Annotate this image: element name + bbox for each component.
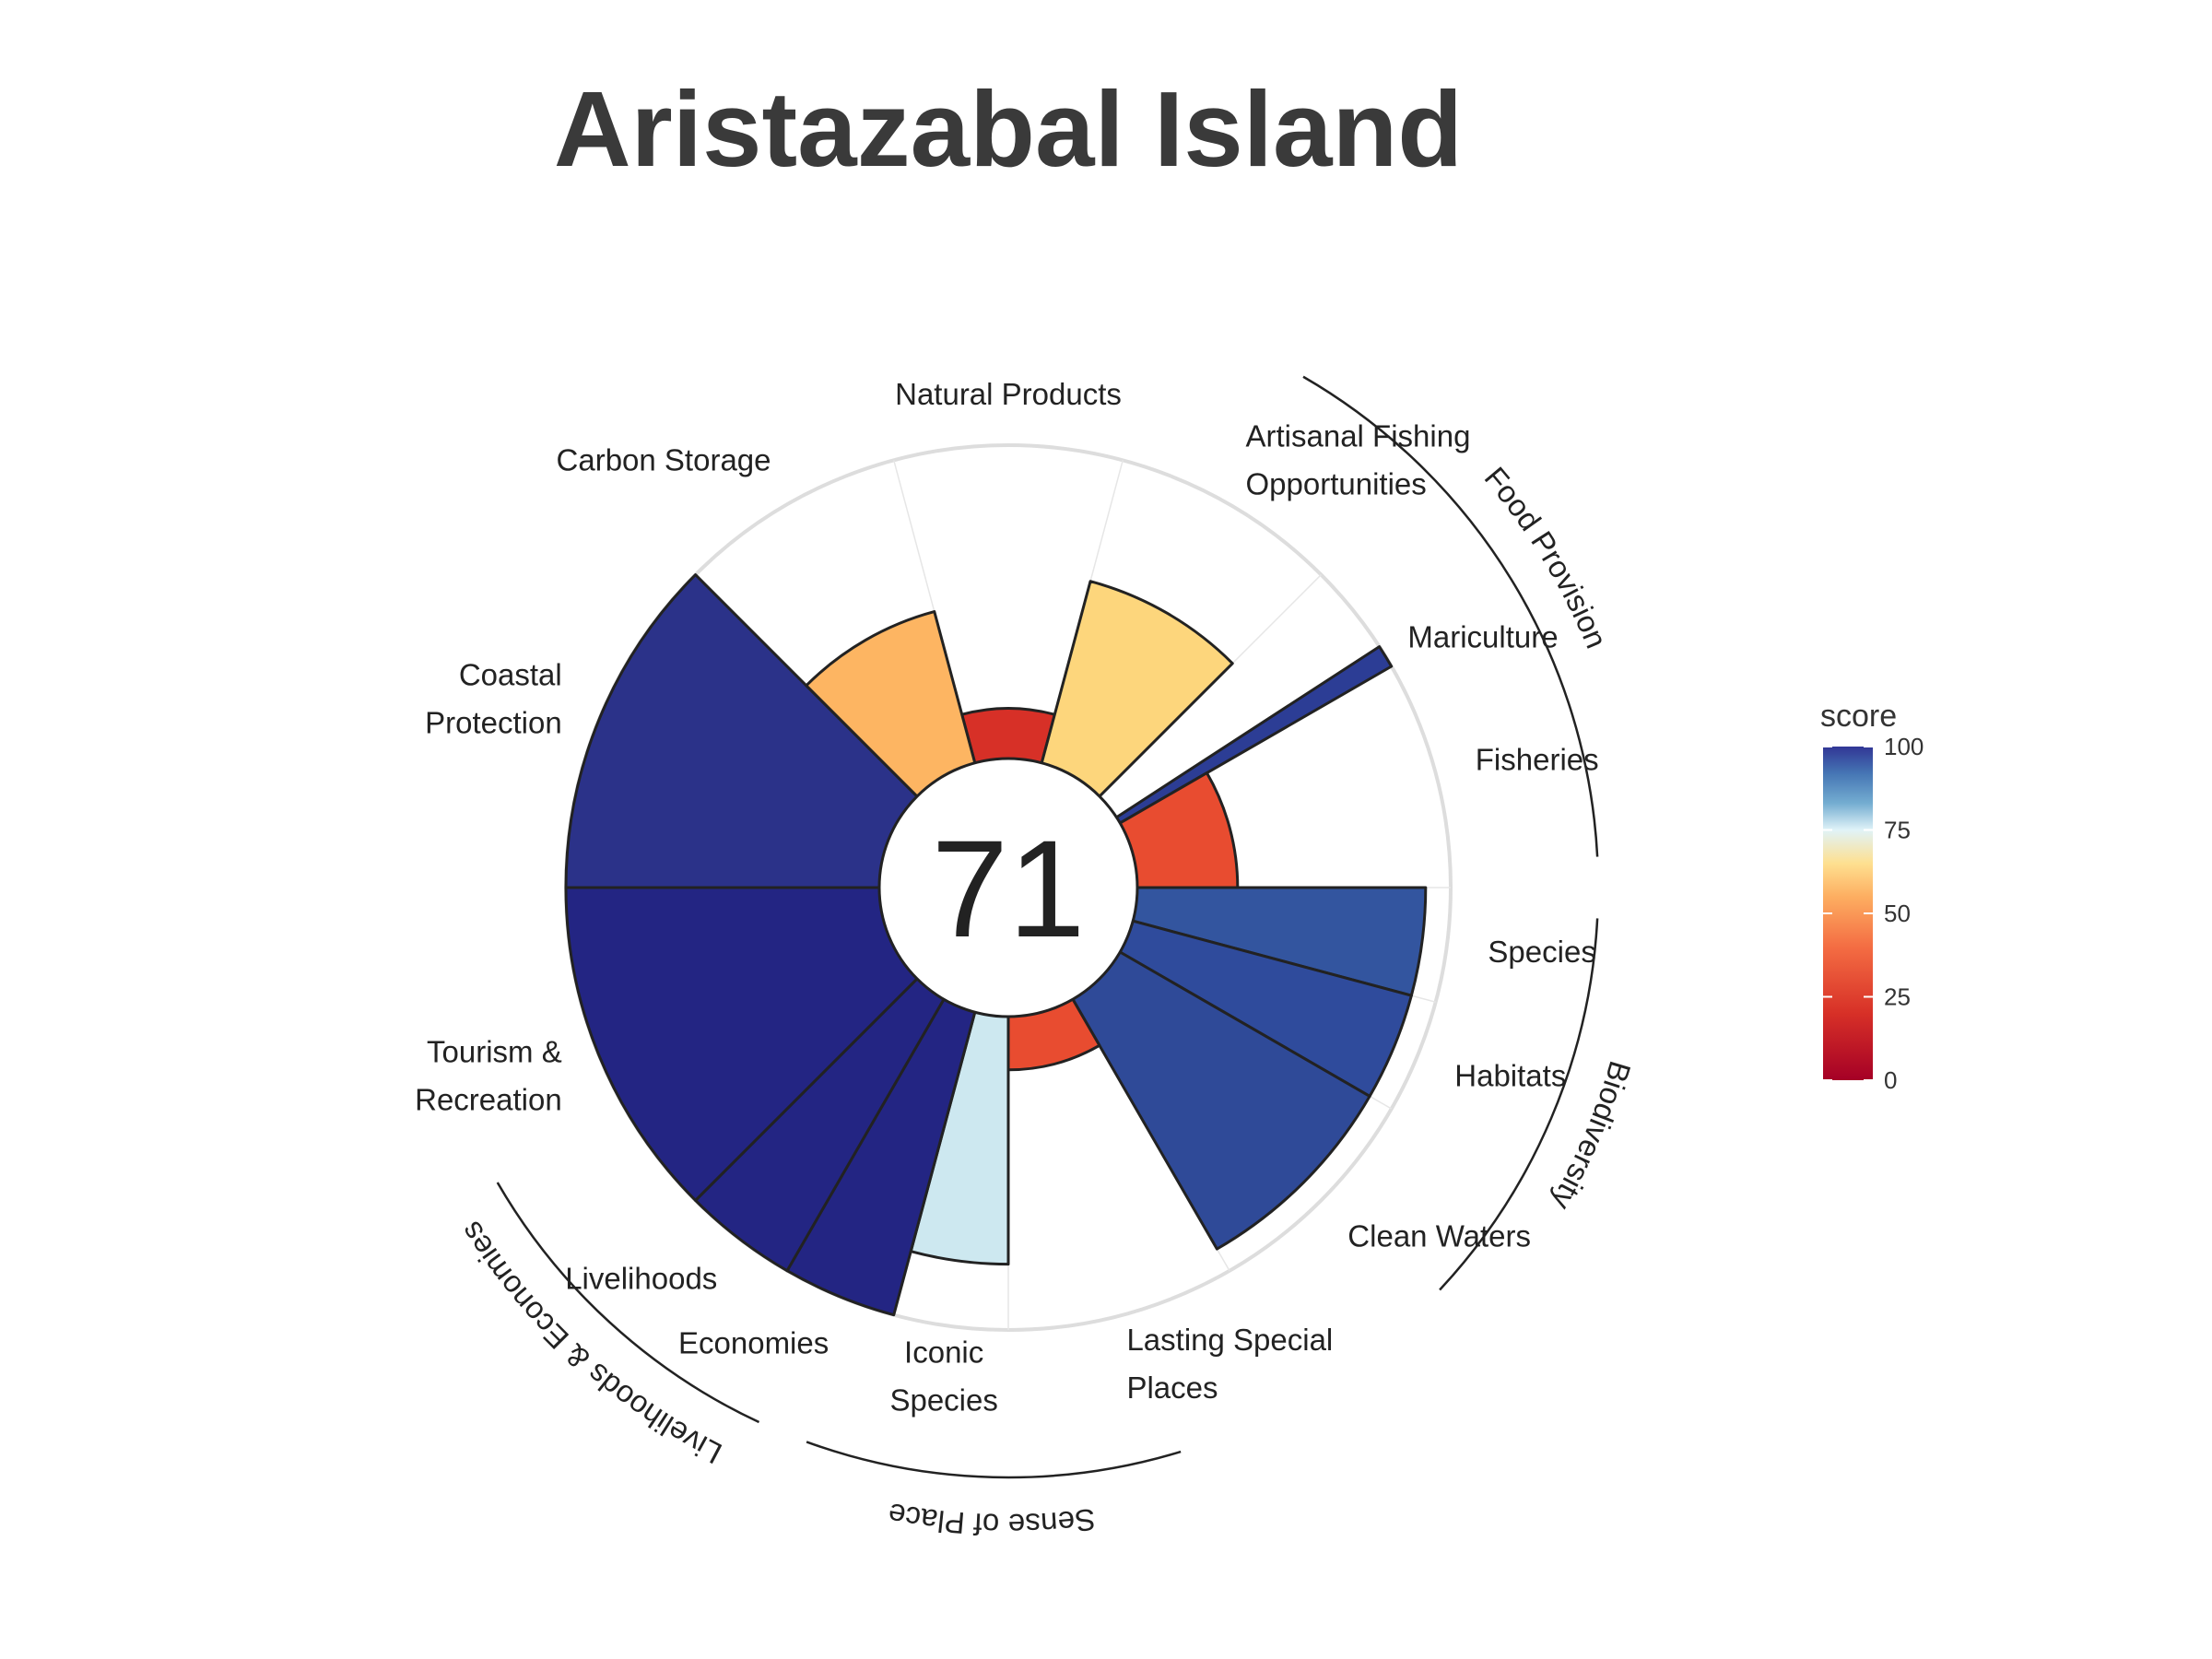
goal-label-artisanal-fishing-opportunities: Artisanal Fishing Opportunities: [1246, 419, 1471, 501]
goal-label-line: Species: [1488, 935, 1595, 969]
goal-label-line: Iconic: [904, 1335, 983, 1369]
goal-label-natural-products: Natural Products: [895, 377, 1122, 411]
goal-label-fisheries: Fisheries: [1476, 743, 1599, 777]
goal-label-habitats: Habitats: [1454, 1059, 1566, 1093]
goal-label-carbon-storage: Carbon Storage: [557, 443, 771, 477]
goal-label-line: Protection: [425, 705, 562, 739]
goal-label-clean-waters: Clean Waters: [1347, 1218, 1531, 1253]
goal-label-tourism-and-recreation: Tourism & Recreation: [415, 1035, 562, 1117]
goal-label-line: Species: [889, 1382, 997, 1417]
goal-label-line: Artisanal Fishing: [1246, 419, 1471, 453]
legend-tick-label: 25: [1884, 983, 1911, 1011]
group-label-text: Sense of Place: [886, 1497, 1098, 1542]
goal-label-line: Mariculture: [1407, 619, 1558, 653]
goal-label-line: Fisheries: [1476, 743, 1599, 777]
goal-label-line: Natural Products: [895, 377, 1122, 411]
goal-label-line: Habitats: [1454, 1059, 1566, 1093]
goal-labels: Natural Products Artisanal Fishing Opportu…: [415, 377, 1599, 1417]
group-arc-sense-of-place: [806, 1441, 1182, 1479]
group-arc-food-provision: [1302, 375, 1599, 857]
chart-title: Aristazabal Island: [554, 69, 1463, 189]
center-circle: [877, 757, 1139, 1018]
color-legend: score 0 25 50 75 100: [1820, 699, 1924, 1094]
goal-label-coastal-protection: Coastal Protection: [425, 657, 562, 739]
goal-label-livelihoods: Livelihoods: [565, 1261, 717, 1295]
goal-label-line: Carbon Storage: [557, 443, 771, 477]
goal-label-species: Species: [1488, 935, 1595, 969]
group-arc-livelihoods-and-economies: [496, 1182, 760, 1424]
goal-label-line: Opportunities: [1246, 467, 1427, 501]
goal-label-line: Places: [1126, 1371, 1218, 1405]
goal-label-line: Economies: [678, 1325, 829, 1359]
goal-label-line: Coastal: [459, 657, 562, 691]
group-label-sense-of-place: Sense of Place: [886, 1497, 1098, 1542]
goal-label-iconic-species: Iconic Species: [889, 1335, 997, 1417]
goal-label-line: Tourism &: [427, 1035, 562, 1069]
legend-tick-label: 50: [1884, 900, 1911, 927]
goal-label-lasting-special-places: Lasting Special Places: [1126, 1323, 1333, 1405]
goal-label-mariculture: Mariculture: [1407, 619, 1558, 653]
goal-label-line: Clean Waters: [1347, 1218, 1531, 1253]
legend-tick-label: 75: [1884, 817, 1911, 844]
center-score: 71: [932, 811, 1086, 966]
goal-label-line: Livelihoods: [565, 1261, 717, 1295]
goal-label-line: Lasting Special: [1126, 1323, 1333, 1357]
legend-tick-label: 100: [1884, 733, 1924, 760]
group-arc-biodiversity: [1439, 918, 1599, 1291]
petal-natural-products: [960, 707, 1056, 767]
legend-title: score: [1820, 699, 1897, 734]
legend-tick-label: 0: [1884, 1066, 1897, 1094]
legend-ticks: 0 25 50 75 100: [1823, 733, 1924, 1094]
goal-label-economies: Economies: [678, 1325, 829, 1359]
goal-label-line: Recreation: [415, 1083, 562, 1117]
